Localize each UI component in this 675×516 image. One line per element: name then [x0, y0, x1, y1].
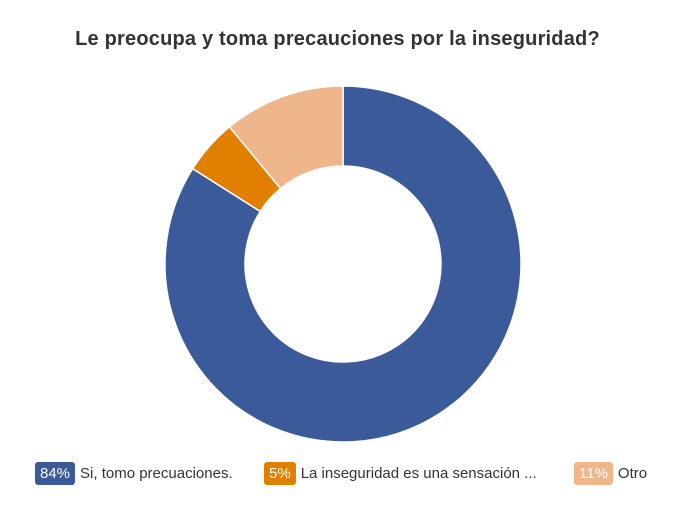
legend-label: Otro [617, 465, 648, 482]
legend-label: La inseguridad es una sensación ... [300, 465, 537, 482]
legend-item-si-tomo-precauciones[interactable]: 84% Si, tomo precuaciones. [35, 462, 233, 485]
chart-title: Le preocupa y toma precauciones por la i… [75, 28, 600, 50]
legend-item-la-inseguridad[interactable]: 5% La inseguridad es una sensación ... [264, 462, 537, 485]
legend: 84% Si, tomo precuaciones. 5% La insegur… [0, 462, 675, 490]
donut-slices [164, 85, 522, 443]
donut-slice-0[interactable] [164, 85, 522, 443]
legend-badge: 5% [264, 462, 296, 485]
legend-badge: 84% [35, 462, 76, 485]
legend-item-otro[interactable]: 11% Otro [574, 462, 647, 485]
donut-slice-2[interactable] [228, 85, 344, 190]
legend-label: Si, tomo precuaciones. [80, 465, 233, 482]
legend-badge: 11% [574, 462, 613, 485]
